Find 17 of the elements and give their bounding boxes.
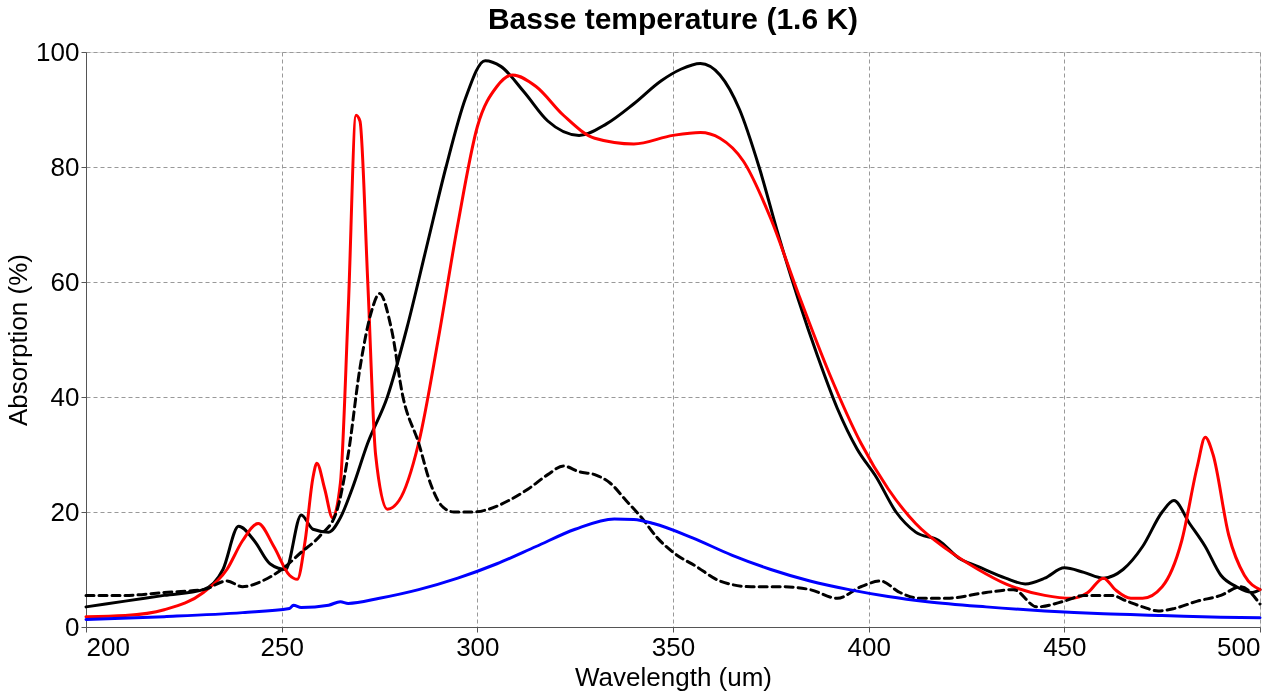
x-axis-title: Wavelength (um) <box>575 661 772 692</box>
x-tick-label: 200 <box>86 631 130 662</box>
y-tick-label: 60 <box>50 266 80 297</box>
x-tick-label: 300 <box>456 631 500 662</box>
y-tick-label: 100 <box>36 36 80 67</box>
y-tick-label: 20 <box>50 496 80 527</box>
x-tick-label: 400 <box>847 631 891 662</box>
x-tick-label: 350 <box>651 631 696 662</box>
y-tick-label: 0 <box>65 611 80 642</box>
chart-title: Basse temperature (1.6 K) <box>487 2 859 35</box>
line-series <box>84 517 1262 622</box>
y-tick-label: 40 <box>50 381 80 412</box>
x-tick-label: 250 <box>260 631 304 662</box>
y-tick-label: 80 <box>50 151 80 182</box>
x-tick-label: 500 <box>1217 631 1261 662</box>
x-tick-label: 450 <box>1043 631 1087 662</box>
y-axis-title: Absorption (%) <box>3 254 34 426</box>
